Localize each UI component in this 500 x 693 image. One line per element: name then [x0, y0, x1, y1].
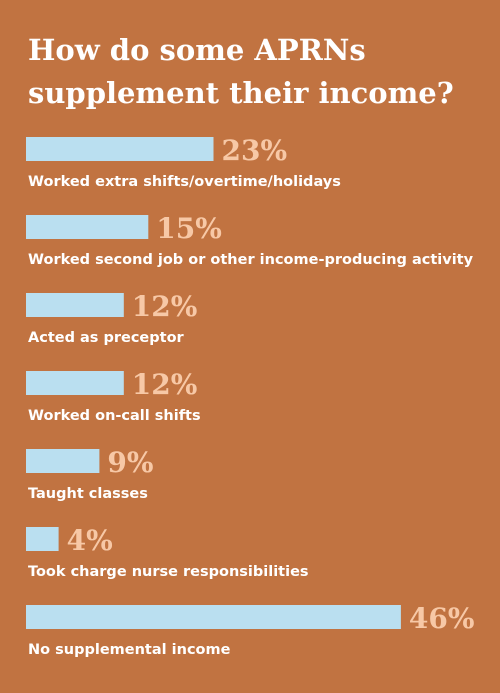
bar-6	[26, 527, 59, 551]
value-label-1: 23%	[222, 134, 288, 167]
value-label-7: 46%	[409, 602, 475, 635]
value-label-3: 12%	[132, 290, 198, 323]
category-label-5: Taught classes	[28, 486, 148, 502]
category-label-6: Took charge nurse responsibilities	[28, 564, 309, 580]
category-label-1: Worked extra shifts/overtime/holidays	[28, 174, 341, 190]
bar-7	[26, 605, 401, 629]
category-label-4: Worked on-call shifts	[28, 408, 201, 424]
value-label-6: 4%	[67, 524, 113, 557]
bar-2	[26, 215, 149, 239]
bar-4	[26, 371, 124, 395]
category-label-2: Worked second job or other income-produc…	[28, 252, 474, 268]
chart-title-line-1: How do some APRNs	[28, 33, 366, 67]
bar-1	[26, 137, 214, 161]
bar-5	[26, 449, 100, 473]
bar-group: 23% Worked extra shifts/overtime/holidays…	[26, 134, 474, 658]
value-label-4: 12%	[132, 368, 198, 401]
value-label-2: 15%	[156, 212, 222, 245]
chart-title-line-2: supplement their income?	[28, 76, 454, 110]
category-label-3: Acted as preceptor	[28, 330, 185, 346]
bar-3	[26, 293, 124, 317]
value-label-5: 9%	[107, 446, 153, 479]
category-label-7: No supplemental income	[28, 642, 231, 658]
